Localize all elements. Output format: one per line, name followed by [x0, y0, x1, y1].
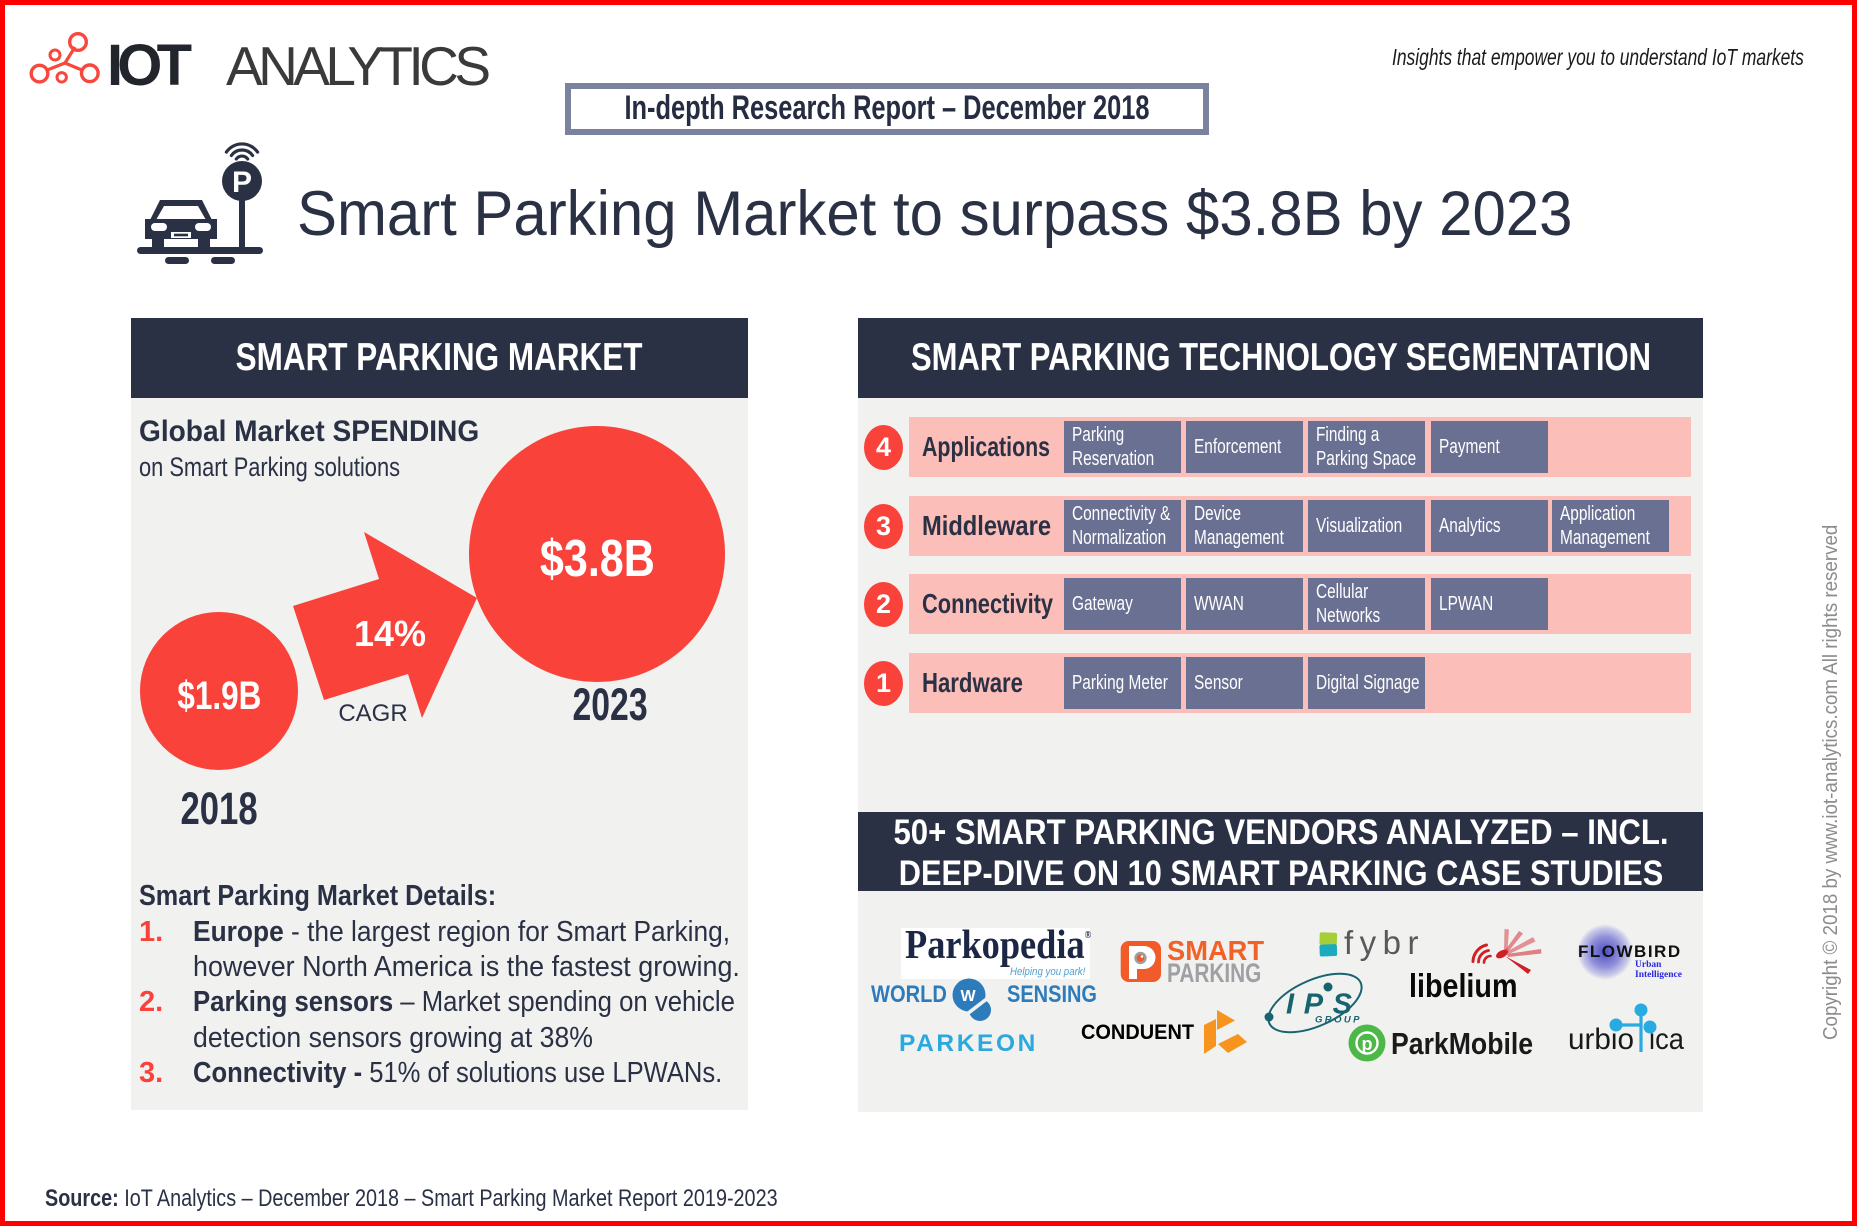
svg-text:W: W: [960, 988, 976, 1005]
svg-text:P: P: [232, 166, 252, 199]
svg-text:ANALYTICS: ANALYTICS: [226, 35, 502, 97]
svg-text:IOT: IOT: [107, 33, 200, 98]
svg-text:GROUP: GROUP: [1315, 1015, 1361, 1026]
svg-text:p: p: [1362, 1034, 1373, 1054]
